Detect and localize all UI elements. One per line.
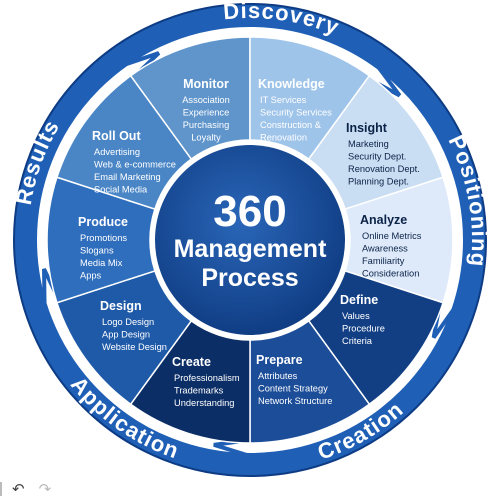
segment-item-monitor: Association <box>182 95 230 105</box>
segment-item-design: App Design <box>102 330 150 340</box>
segment-item-insight: Renovation Dept. <box>348 164 420 174</box>
segment-title-define: Define <box>340 293 378 307</box>
segment-item-design: Logo Design <box>102 317 154 327</box>
segment-item-roll-out: Social Media <box>94 185 148 195</box>
segment-item-monitor: Experience <box>183 108 230 118</box>
segment-item-roll-out: Web & e-commerce <box>94 160 176 170</box>
segment-item-create: Professionalism <box>174 373 240 383</box>
segment-item-roll-out: Advertising <box>94 147 140 157</box>
segment-item-define: Values <box>342 311 370 321</box>
segment-item-knowledge: Security Services <box>260 108 332 118</box>
segment-title-knowledge: Knowledge <box>258 77 325 91</box>
segment-item-produce: Promotions <box>80 233 127 243</box>
segment-title-monitor: Monitor <box>183 77 229 91</box>
segment-item-produce: Apps <box>80 271 102 281</box>
undo-icon[interactable]: ↶ <box>12 479 25 498</box>
segment-item-analyze: Consideration <box>362 269 419 279</box>
segment-title-create: Create <box>172 355 211 369</box>
segment-item-prepare: Attributes <box>258 371 298 381</box>
redo-icon[interactable]: ↷ <box>38 479 52 498</box>
segment-title-produce: Produce <box>78 215 128 229</box>
segment-item-knowledge: IT Services <box>260 95 307 105</box>
segment-item-prepare: Network Structure <box>258 396 332 406</box>
editor-toolbar: ↶ ↷ <box>0 478 102 500</box>
segment-item-create: Understanding <box>174 398 234 408</box>
segment-item-insight: Planning Dept. <box>348 177 409 187</box>
segment-item-produce: Media Mix <box>80 258 123 268</box>
segment-item-define: Criteria <box>342 336 373 346</box>
segment-item-roll-out: Email Marketing <box>94 172 161 182</box>
center-disc <box>155 145 345 335</box>
segment-item-insight: Marketing <box>348 139 389 149</box>
toolbar-divider <box>0 482 2 496</box>
segment-title-prepare: Prepare <box>256 353 303 367</box>
segment-item-create: Trademarks <box>174 386 224 396</box>
center-title-process: Process <box>201 264 298 292</box>
segment-item-insight: Security Dept. <box>348 152 406 162</box>
segment-item-monitor: Loyalty <box>191 133 221 143</box>
segment-item-prepare: Content Strategy <box>258 384 328 394</box>
segment-item-monitor: Purchasing <box>183 120 230 130</box>
segment-title-design: Design <box>100 299 142 313</box>
ring-gap <box>37 27 463 453</box>
segment-item-knowledge: Renovation <box>260 133 307 143</box>
segment-title-analyze: Analyze <box>360 213 407 227</box>
segment-title-roll-out: Roll Out <box>92 129 141 143</box>
segment-item-produce: Slogans <box>80 246 114 256</box>
segment-item-define: Procedure <box>342 324 385 334</box>
segment-title-insight: Insight <box>346 121 388 135</box>
segment-item-knowledge: Construction & <box>260 120 322 130</box>
segment-item-analyze: Online Metrics <box>362 231 422 241</box>
center-title-management: Management <box>174 235 327 263</box>
segment-item-analyze: Familiarity <box>362 256 405 266</box>
center-title-number: 360 <box>213 187 286 236</box>
segment-item-design: Website Design <box>102 342 167 352</box>
segment-item-analyze: Awareness <box>362 244 408 254</box>
